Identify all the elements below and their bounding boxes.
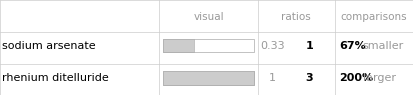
Text: rhenium ditelluride: rhenium ditelluride xyxy=(2,73,109,83)
Bar xyxy=(163,71,254,85)
Text: 1: 1 xyxy=(305,41,313,51)
Text: sodium arsenate: sodium arsenate xyxy=(2,41,96,51)
Text: smaller: smaller xyxy=(363,41,404,51)
Text: ratios: ratios xyxy=(281,12,310,22)
Bar xyxy=(163,39,193,52)
Bar xyxy=(163,39,193,52)
Text: comparisons: comparisons xyxy=(341,12,407,22)
Text: visual: visual xyxy=(193,12,224,22)
Text: larger: larger xyxy=(363,73,396,83)
Text: 0.33: 0.33 xyxy=(260,41,285,51)
Text: 3: 3 xyxy=(305,73,313,83)
Text: 67%: 67% xyxy=(339,41,366,51)
Bar xyxy=(163,71,254,85)
Bar xyxy=(163,71,254,85)
Text: 200%: 200% xyxy=(339,73,373,83)
Bar xyxy=(163,39,254,52)
Text: 1: 1 xyxy=(269,73,276,83)
